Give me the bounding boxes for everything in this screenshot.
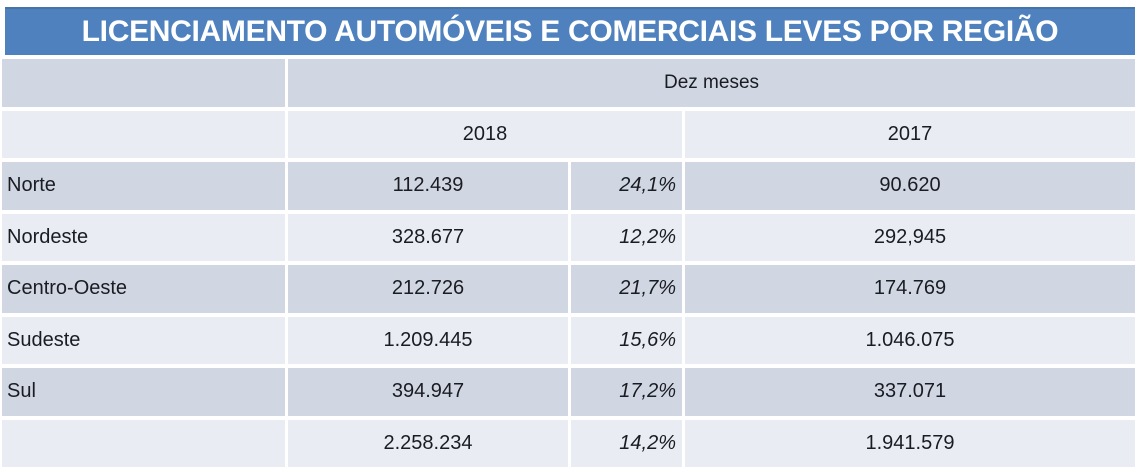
value-2018-cell: 328.677 [288, 213, 568, 261]
region-cell: Centro-Oeste [2, 265, 285, 313]
region-cell: Nordeste [2, 213, 285, 261]
corner-cell-years [2, 110, 285, 158]
value-2017-cell: 1.046.075 [685, 316, 1135, 364]
total-row-label-cell [2, 419, 285, 467]
title-bar: LICENCIAMENTO AUTOMÓVEIS E COMERCIAIS LE… [5, 7, 1135, 55]
region-cell: Sudeste [2, 316, 285, 364]
region-cell: Sul [2, 368, 285, 416]
year-2018-header: 2018 [288, 110, 682, 158]
region-cell: Norte [2, 162, 285, 210]
year-2017-header: 2017 [685, 110, 1135, 158]
value-2018-cell: 112.439 [288, 162, 568, 210]
total-2018-cell: 2.258.234 [288, 419, 568, 467]
page-title: LICENCIAMENTO AUTOMÓVEIS E COMERCIAIS LE… [81, 15, 1059, 48]
corner-cell-top [2, 59, 285, 107]
value-2017-cell: 174.769 [685, 265, 1135, 313]
value-2018-cell: 1.209.445 [288, 316, 568, 364]
value-2018-cell: 212.726 [288, 265, 568, 313]
pct-change-cell: 15,6% [571, 316, 682, 364]
pct-change-cell: 21,7% [571, 265, 682, 313]
total-2017-cell: 1.941.579 [685, 419, 1135, 467]
pct-change-cell: 24,1% [571, 162, 682, 210]
pct-change-cell: 17,2% [571, 368, 682, 416]
pct-change-cell: 12,2% [571, 213, 682, 261]
value-2018-cell: 394.947 [288, 368, 568, 416]
licensing-table: Dez meses 2018 2017 Norte 112.439 24,1% … [2, 59, 1135, 467]
group-header-cell: Dez meses [288, 59, 1135, 107]
total-pct-cell: 14,2% [571, 419, 682, 467]
value-2017-cell: 90.620 [685, 162, 1135, 210]
value-2017-cell: 292,945 [685, 213, 1135, 261]
value-2017-cell: 337.071 [685, 368, 1135, 416]
